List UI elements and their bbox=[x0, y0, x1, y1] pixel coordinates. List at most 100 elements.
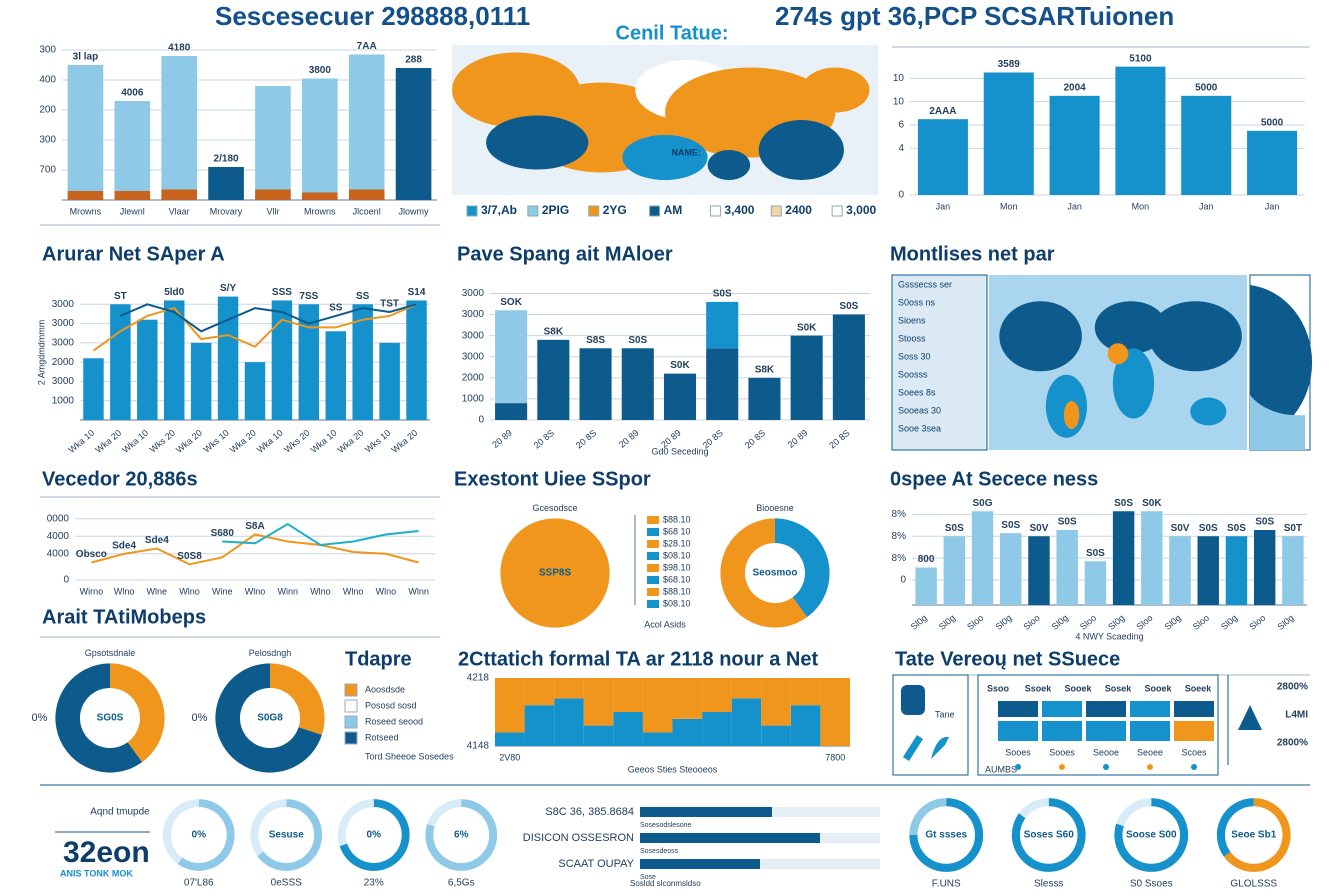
bar bbox=[110, 304, 131, 420]
table-cell bbox=[1042, 701, 1082, 717]
donut-slice bbox=[775, 518, 830, 618]
data-label: SOK bbox=[500, 297, 522, 308]
bar bbox=[672, 678, 703, 719]
y-tick-label: 0000 bbox=[47, 513, 70, 524]
map-land bbox=[1112, 348, 1155, 419]
bar bbox=[406, 300, 427, 420]
map-land bbox=[758, 120, 844, 180]
sublabel: Sose bbox=[640, 874, 656, 881]
donut-slice bbox=[720, 518, 808, 628]
bar bbox=[348, 189, 385, 200]
data-label: 5100 bbox=[1129, 53, 1152, 64]
x-tick-label: 20 8S bbox=[532, 428, 556, 451]
data-label: S0G bbox=[973, 498, 993, 509]
legend-swatch bbox=[649, 205, 661, 217]
header-left: Sescesecuer 298888,0111 bbox=[215, 1, 530, 31]
bar bbox=[672, 718, 703, 746]
bar bbox=[731, 698, 762, 746]
bar bbox=[244, 362, 266, 420]
y-tick-label: 200 bbox=[39, 105, 56, 116]
table-cell bbox=[1130, 721, 1170, 741]
bar bbox=[114, 101, 151, 191]
donut-title: Biooesne bbox=[756, 503, 794, 513]
y-tick-label: 0 bbox=[900, 575, 906, 586]
donut-center: 0% bbox=[367, 830, 382, 841]
dot bbox=[1103, 764, 1109, 770]
list-box bbox=[891, 274, 988, 451]
donut-caption: Slesss bbox=[1034, 879, 1063, 890]
header-right: 274s gpt 36,PCP SCSARTuionen bbox=[775, 1, 1174, 31]
bar bbox=[621, 348, 654, 420]
donut-slice bbox=[427, 799, 462, 827]
x-tick-label: Jlowmy bbox=[399, 206, 430, 216]
map-land bbox=[801, 67, 870, 113]
icon bbox=[901, 685, 925, 715]
swatch bbox=[647, 564, 659, 572]
x-tick-label: Sloo bbox=[1022, 613, 1042, 632]
data-label: 5ld0 bbox=[164, 287, 184, 298]
data-label: S0S bbox=[1086, 548, 1105, 559]
table-header: Ssoek bbox=[1025, 683, 1053, 693]
donut-slice bbox=[215, 663, 322, 773]
data-label: 2AAA bbox=[929, 106, 956, 117]
bar bbox=[917, 119, 968, 195]
dot bbox=[1191, 764, 1197, 770]
data-label: TST bbox=[380, 299, 399, 310]
data-label: 3800 bbox=[309, 65, 332, 76]
x-tick-label: Sl0g bbox=[993, 613, 1013, 632]
bar bbox=[495, 678, 525, 733]
category-label: DISICON OSSESRON bbox=[523, 832, 634, 844]
bar bbox=[352, 304, 373, 420]
data-label: S0S bbox=[1001, 520, 1020, 531]
list-item: $28.10 bbox=[663, 538, 691, 548]
data-label: S680 bbox=[211, 528, 235, 539]
donut-center: Seoe Sb1 bbox=[1231, 830, 1276, 841]
x-axis-label: Gd0 Seceding bbox=[651, 446, 708, 456]
bar bbox=[706, 301, 739, 349]
bar bbox=[731, 678, 762, 699]
y-tick-label: 0 bbox=[898, 190, 904, 201]
legend-swatch bbox=[344, 683, 358, 697]
map-land bbox=[1063, 401, 1080, 429]
data-label: S0S bbox=[1058, 517, 1077, 528]
map-land bbox=[1094, 301, 1168, 354]
bar bbox=[217, 296, 239, 420]
bar bbox=[255, 189, 291, 200]
bar bbox=[495, 403, 528, 420]
x-tick-label: 20 89 bbox=[786, 428, 810, 450]
donut-caption: 0eSSS bbox=[271, 878, 302, 889]
data-label: 7AA bbox=[357, 41, 377, 52]
x-tick-label: Jan bbox=[1265, 201, 1280, 211]
y-tick-label: 4 bbox=[898, 143, 904, 154]
list-item: $08.10 bbox=[663, 550, 691, 560]
data-label: S0S bbox=[945, 523, 964, 534]
legend-swatch bbox=[831, 205, 843, 217]
data-label: S0S bbox=[1227, 523, 1246, 534]
x-axis-label: 4 NWY Scaeding bbox=[1075, 631, 1143, 641]
data-label: 288 bbox=[405, 55, 422, 66]
bar bbox=[640, 859, 760, 869]
bar bbox=[1028, 536, 1050, 605]
panel-title: Tate Vereoų net SSuece bbox=[895, 648, 1120, 670]
table-cell bbox=[998, 721, 1038, 741]
list-item: $88.10 bbox=[663, 514, 691, 524]
line bbox=[91, 533, 419, 566]
y-tick-label: 3000 bbox=[52, 337, 75, 348]
donut-center: 6% bbox=[454, 830, 469, 841]
panel-title: Montlises net par bbox=[890, 243, 1055, 265]
x-tick-label: Wka 10 bbox=[66, 428, 96, 455]
x-tick-label: Sl0g bbox=[1106, 613, 1126, 632]
x-tick-label: 20 8S bbox=[827, 428, 851, 451]
y-tick-label: 2000 bbox=[52, 357, 75, 368]
swatch bbox=[647, 588, 659, 596]
table-cell bbox=[1086, 721, 1126, 741]
data-label: SS bbox=[356, 291, 370, 302]
list-item: Sooeas 30 bbox=[898, 405, 941, 415]
table-cell bbox=[1086, 701, 1126, 717]
donut-caption: 07'L86 bbox=[184, 878, 214, 889]
x-tick-label: Wlno bbox=[310, 586, 331, 596]
panel-title: Exestont Uiee SSpor bbox=[454, 468, 651, 490]
y-tick-label: 400 bbox=[39, 75, 56, 86]
half-donut bbox=[1250, 285, 1313, 440]
bar bbox=[832, 314, 865, 420]
